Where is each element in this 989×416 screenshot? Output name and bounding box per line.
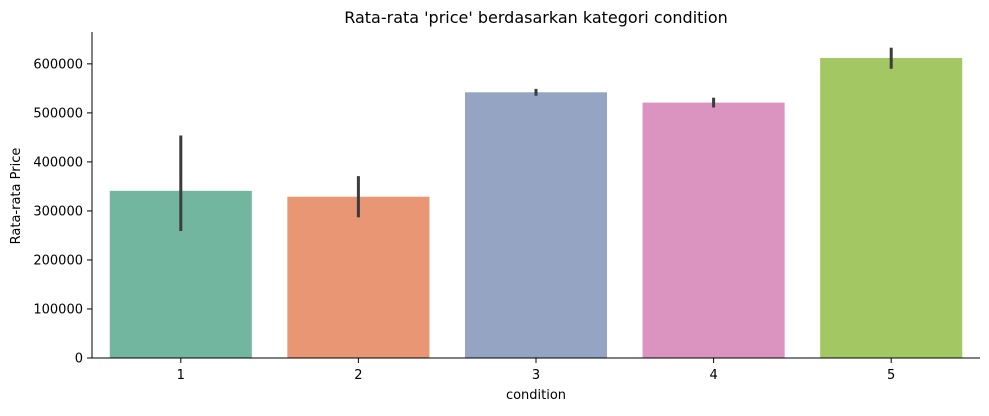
x-tick-label: 1 (177, 368, 185, 383)
chart-title: Rata-rata 'price' berdasarkan kategori c… (344, 8, 728, 27)
y-tick-label: 100000 (33, 302, 83, 317)
bar-condition-3 (464, 92, 608, 359)
x-tick-label: 2 (354, 368, 362, 383)
y-tick-label: 0 (75, 352, 83, 367)
x-tick-label: 4 (709, 368, 717, 383)
bar-condition-5 (820, 57, 963, 358)
error-bars-group (179, 47, 893, 232)
y-tick-label: 600000 (33, 57, 83, 72)
y-tick-label: 200000 (33, 253, 83, 268)
bars-group (109, 57, 963, 359)
y-tick-label: 500000 (33, 106, 83, 121)
x-tick-label: 3 (532, 368, 540, 383)
x-tick-label: 5 (887, 368, 895, 383)
x-axis-label: condition (506, 388, 566, 403)
y-tick-label: 400000 (33, 155, 83, 170)
y-tick-label: 300000 (33, 204, 83, 219)
bar-condition-4 (642, 102, 785, 358)
y-axis: 0 100000 200000 300000 400000 500000 600000 (33, 32, 93, 367)
x-axis: 1 2 3 4 5 (92, 357, 980, 383)
bar-condition-2 (287, 196, 430, 358)
y-axis-label: Rata-rata Price (9, 148, 24, 245)
